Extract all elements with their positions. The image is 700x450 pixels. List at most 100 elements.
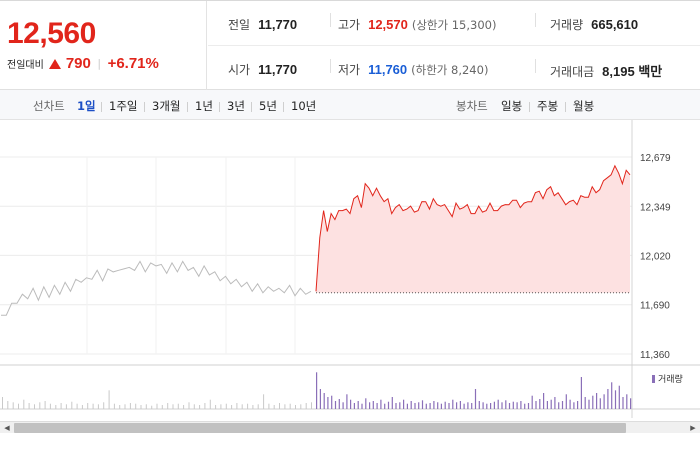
high-price: 고가 12,570 (상한가 15,300) (338, 17, 497, 32)
volume-bar-today (588, 399, 590, 409)
volume-bar-prev (177, 403, 179, 409)
volume-bar-today (395, 403, 397, 409)
volume-bar-today (554, 397, 556, 409)
y-tick-label: 12,020 (640, 251, 671, 262)
scroll-left-icon[interactable]: ◀ (4, 424, 10, 432)
period-1d-button[interactable]: 1일 (77, 99, 96, 113)
period-1y-button[interactable]: 1년 (195, 99, 213, 113)
volume-bar-today (478, 401, 480, 409)
volume-bar-today (410, 401, 412, 409)
volume-bar-prev (209, 399, 211, 409)
prev-close: 전일 11,770 (228, 17, 298, 32)
volume-bar-today (474, 389, 477, 409)
volume-bar-today (550, 399, 552, 409)
volume-bar-today (520, 401, 522, 409)
volume-bar-prev (257, 404, 259, 409)
volume-bar-today (437, 402, 439, 409)
volume-bar-prev (145, 404, 147, 409)
candle-monthly-button[interactable]: 월봉 (573, 99, 595, 113)
volume-bar-prev (172, 404, 174, 409)
volume-bar-today (323, 393, 325, 409)
volume-bar-today (607, 389, 609, 409)
change-label: 전일대비 (7, 60, 44, 71)
volume-bar-today (630, 398, 632, 409)
volume-bar-today (569, 399, 571, 409)
candle-daily-button[interactable]: 일봉 (501, 99, 523, 113)
volume-bar-today (350, 399, 352, 409)
volume-bar-prev (236, 403, 238, 409)
volume-bar-today (338, 399, 340, 409)
volume-bar-today (486, 403, 488, 409)
volume-bar-today (516, 402, 518, 409)
volume-bar-today (440, 403, 442, 409)
today-series (315, 164, 631, 294)
y-tick-label: 12,679 (640, 153, 671, 164)
volume-bar-today (448, 403, 450, 409)
chart-toolbar: 선차트 1일 1주일 3개월 1년 3년 5년 10년 봉차트 일봉 주봉 월봉 (0, 90, 700, 120)
volume-bar-today (403, 399, 405, 409)
volume-bar-prev (71, 401, 73, 409)
volume-bar-today (376, 403, 378, 409)
volume-bar-today (331, 395, 333, 409)
volume-bar-prev (279, 403, 280, 409)
volume-bar-today (414, 403, 416, 409)
volume-bar-today (463, 403, 465, 409)
volume-bar-today (365, 398, 367, 409)
volume-bar-today (592, 395, 594, 409)
period-1w-button[interactable]: 1주일 (109, 99, 138, 113)
volume-bar-today (456, 402, 458, 409)
volume-bar-today (626, 394, 628, 409)
volume-bar-prev (97, 404, 99, 409)
volume-bar-prev (193, 404, 195, 409)
volume-bar-today (380, 399, 382, 409)
volume-bar-today (512, 401, 514, 409)
volume-bar-today (535, 401, 537, 409)
volume-bar-prev (7, 401, 9, 409)
volume-bar-today (508, 403, 511, 409)
volume-bar-today (558, 402, 560, 409)
volume-bar-prev (12, 402, 14, 409)
volume-bar-today (387, 401, 390, 409)
volume-bar-today (459, 401, 461, 409)
volume-bar-today (531, 395, 533, 409)
volume-bar-today (444, 401, 446, 409)
volume-bar-today (334, 401, 337, 409)
scroll-right-icon[interactable]: ▶ (690, 424, 696, 432)
chart-scrollbar[interactable]: ◀ ▶ (0, 421, 700, 433)
period-3y-button[interactable]: 3년 (227, 99, 245, 113)
legend-swatch (652, 375, 655, 383)
volume-bar-today (421, 400, 424, 409)
today-line (315, 164, 631, 292)
volume-legend: 거래량 (652, 373, 683, 385)
volume-bar-today (361, 403, 363, 409)
legend-label: 거래량 (658, 373, 683, 385)
volume-bar-prev (103, 402, 105, 409)
volume-bar-prev (263, 394, 265, 409)
volume-bar-prev (241, 404, 243, 409)
volume-bar-today (357, 401, 359, 409)
volume-bar-prev (18, 403, 19, 409)
volume-bar-today (372, 401, 374, 409)
volume-bar-prev (113, 403, 115, 409)
volume-bar-prev (39, 402, 41, 409)
volume-bar-prev (108, 390, 110, 409)
volume-bar-today (384, 403, 386, 409)
period-10y-button[interactable]: 10년 (291, 99, 317, 113)
period-5y-button[interactable]: 5년 (259, 99, 277, 113)
volume-bar-today (618, 385, 620, 409)
volume-bar-today (493, 401, 495, 409)
open-price: 시가 11,770 (228, 62, 298, 77)
volume-bar-prev (231, 405, 233, 409)
candle-weekly-button[interactable]: 주봉 (537, 99, 559, 113)
volume-bar-today (406, 403, 408, 409)
scroll-thumb[interactable] (14, 423, 626, 433)
y-tick-label: 12,349 (640, 202, 671, 213)
volume-bar-prev (311, 402, 312, 409)
volume-bar-today (399, 402, 401, 409)
volume-bar-today (452, 399, 454, 409)
period-3m-button[interactable]: 3개월 (152, 99, 181, 113)
volume-bar-prev (284, 404, 286, 409)
volume-bar-today (391, 397, 393, 409)
volume-bar-prev (225, 403, 227, 409)
volume-bar-today (573, 402, 575, 409)
